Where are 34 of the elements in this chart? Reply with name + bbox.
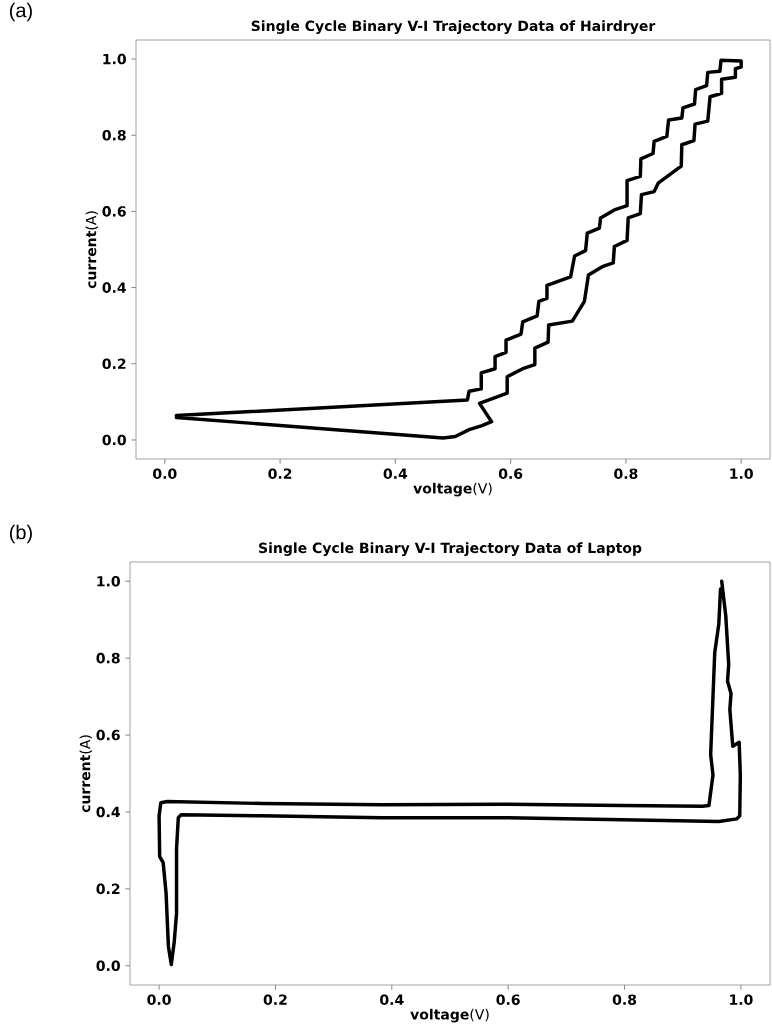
y-tick-label: 0.2 [102,358,126,370]
line-series [174,58,743,440]
y-axis-title: current(A) [85,211,98,289]
y-tick-label: 0.0 [96,960,120,972]
line-series [157,579,743,967]
y-tick-label: 0.0 [102,434,126,446]
x-tick-label: 0.0 [153,468,177,479]
x-tick-label: 0.4 [383,468,408,479]
y-tick-label: 0.6 [102,206,126,217]
y-tick-label: 0.8 [96,652,120,664]
y-tick-label: 1.0 [97,575,120,587]
x-tick-label: 0.0 [147,994,171,1005]
chart-title: Single Cycle Binary V-I Trajectory Data of Laptop [259,542,642,556]
text: (a) [9,2,32,22]
y-tick-label: 0.2 [96,883,120,895]
y-tick-label: 0.6 [96,729,120,741]
x-tick-label: 0.6 [496,994,520,1005]
x-tick-label: 0.4 [380,994,404,1005]
y-tick-label: 0.8 [102,129,126,141]
x-axis-title: voltage(V) [410,1008,489,1023]
y-tick-label: 0.4 [102,282,126,293]
x-tick-label: 0.8 [612,994,637,1005]
x-tick-label: 0.8 [614,468,638,479]
text: (b) [9,524,32,544]
x-tick-label: 0.2 [268,468,292,479]
y-tick-label: 1.0 [103,53,126,65]
y-tick-label: 0.4 [96,806,120,818]
x-tick-label: 0.2 [263,994,287,1005]
x-tick-label: 1.0 [730,468,753,479]
x-tick-label: 0.6 [498,468,523,479]
x-tick-label: 1.0 [730,994,753,1005]
chart-title: Single Cycle Binary V-I Trajectory Data of Hairdryer [251,20,656,34]
y-axis-title: current(A) [79,735,92,813]
x-axis-title: voltage(V) [413,482,492,497]
